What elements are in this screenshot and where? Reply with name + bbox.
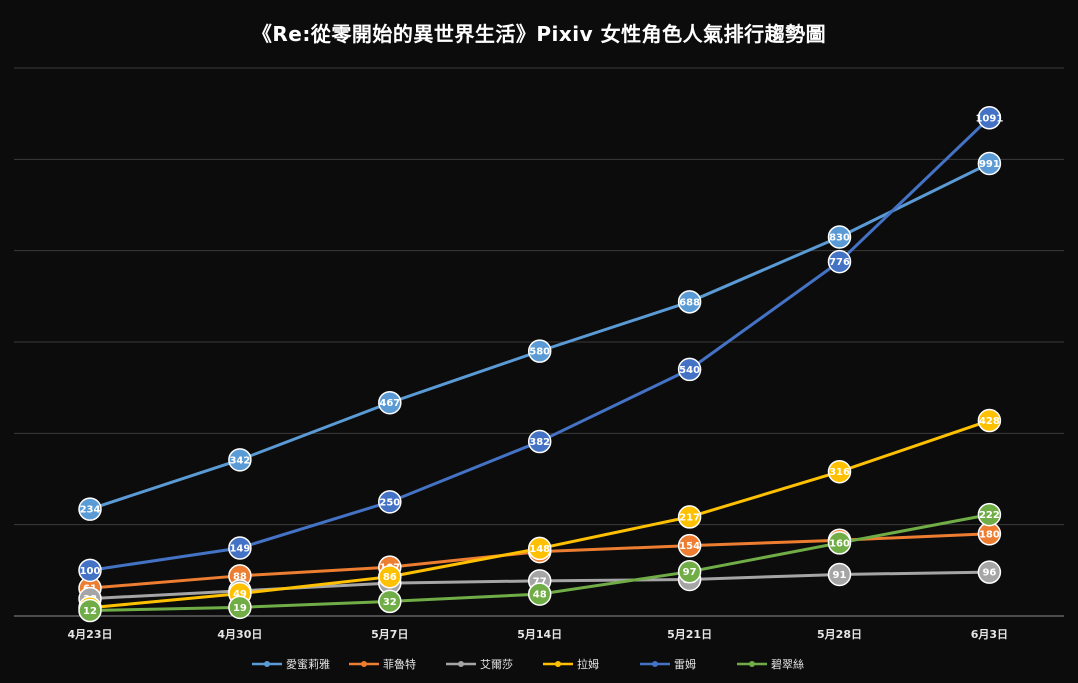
- data-point: [977, 560, 1002, 584]
- legend-label: 菲魯特: [383, 657, 416, 671]
- data-label: 830: [829, 232, 850, 243]
- data-label: 148: [529, 544, 550, 555]
- data-point: [78, 497, 102, 521]
- data-label: 316: [829, 467, 850, 478]
- data-point: [827, 459, 852, 484]
- x-tick-label: 6月3日: [971, 628, 1008, 641]
- chart-title: 《Re:從零開始的異世界生活》Pixiv 女性角色人氣排行趨勢圖: [251, 22, 827, 46]
- data-label: 32: [383, 597, 397, 608]
- data-point: [977, 106, 1002, 130]
- data-label: 180: [979, 529, 1000, 540]
- data-label: 19: [233, 603, 247, 614]
- data-label: 154: [679, 541, 700, 552]
- legend-marker: [749, 661, 755, 667]
- legend-item: 拉姆: [543, 657, 599, 671]
- data-label: 96: [982, 568, 996, 579]
- data-label: 428: [979, 416, 1000, 427]
- legend-marker: [458, 661, 464, 667]
- data-point: [677, 290, 702, 314]
- x-tick-label: 5月14日: [517, 628, 562, 641]
- data-label: 580: [529, 347, 550, 358]
- legend-label: 雷姆: [674, 657, 696, 671]
- legend-label: 艾爾莎: [480, 657, 513, 671]
- data-point: [378, 390, 402, 415]
- legend-marker: [361, 661, 367, 667]
- data-point: [228, 595, 252, 620]
- data-point: [527, 582, 552, 606]
- data-point: [78, 598, 102, 623]
- x-tick-label: 5月28日: [817, 628, 862, 641]
- data-label: 342: [229, 455, 250, 466]
- data-label: 688: [679, 297, 700, 308]
- data-point: [977, 408, 1002, 433]
- data-point: [977, 502, 1002, 527]
- data-point: [977, 151, 1002, 176]
- data-point: [378, 589, 402, 614]
- data-label: 1091: [975, 113, 1003, 124]
- data-label: 91: [833, 570, 847, 581]
- data-label: 991: [979, 159, 1000, 170]
- data-label: 382: [529, 437, 550, 448]
- data-label: 88: [233, 571, 247, 582]
- gridlines: [14, 67, 1064, 526]
- data-point: [827, 249, 852, 274]
- x-tick-label: 4月23日: [68, 628, 113, 641]
- series-0: 234 342 467 580 688 830 991: [78, 151, 1002, 521]
- legend-item: 雷姆: [640, 657, 696, 671]
- data-point: [378, 564, 402, 589]
- data-label: 77: [533, 576, 547, 587]
- legend-marker: [555, 661, 561, 667]
- series-lines: 2343424675806888309916188107141154166180…: [78, 106, 1003, 623]
- data-label: 222: [979, 510, 1000, 521]
- data-point: [78, 558, 102, 583]
- data-label: 160: [829, 538, 850, 549]
- data-label: 12: [83, 606, 97, 617]
- data-label: 86: [383, 572, 397, 583]
- series-4: 100 149 250 382 540 776 1091: [78, 106, 1003, 583]
- legend-label: 愛蜜莉雅: [286, 657, 330, 671]
- series-5: 12 19 32 48 97 160 222: [78, 502, 1002, 623]
- legend-label: 拉姆: [577, 657, 599, 671]
- data-label: 48: [533, 590, 547, 601]
- data-point: [527, 536, 552, 561]
- data-point: [378, 490, 402, 514]
- data-label: 97: [683, 567, 697, 578]
- legend-item: 菲魯特: [349, 657, 416, 671]
- legend-label: 碧翠絲: [771, 657, 804, 671]
- data-label: 234: [80, 505, 101, 516]
- data-label: 100: [80, 566, 101, 577]
- data-point: [527, 339, 552, 363]
- data-label: 49: [233, 589, 247, 600]
- data-point: [827, 531, 852, 555]
- x-tick-label: 4月30日: [217, 628, 262, 641]
- data-label: 776: [829, 257, 850, 268]
- data-label: 149: [229, 543, 250, 554]
- series-line: [89, 162, 991, 511]
- x-tick-label: 5月21日: [667, 628, 712, 641]
- data-point: [527, 429, 552, 454]
- data-label: 250: [379, 497, 400, 508]
- data-point: [228, 448, 252, 472]
- data-point: [677, 559, 702, 584]
- legend-marker: [264, 661, 270, 667]
- data-point: [228, 536, 252, 560]
- data-point: [827, 225, 852, 249]
- data-label: 217: [679, 512, 700, 523]
- x-axis: 4月23日 4月30日 5月7日 5月14日 5月21日 5月28日 6月3日: [14, 615, 1064, 641]
- legend: 愛蜜莉雅 菲魯特 艾爾莎 拉姆 雷姆 碧翠絲: [252, 657, 804, 671]
- legend-marker: [652, 661, 658, 667]
- data-point: [677, 505, 702, 529]
- data-point: [677, 533, 702, 558]
- legend-item: 艾爾莎: [446, 657, 513, 671]
- data-point: [827, 562, 852, 587]
- x-tick-label: 5月7日: [371, 628, 408, 641]
- legend-item: 碧翠絲: [737, 657, 804, 671]
- data-label: 540: [679, 365, 700, 376]
- data-label: 467: [379, 398, 400, 409]
- data-point: [677, 357, 702, 382]
- legend-item: 愛蜜莉雅: [252, 657, 330, 671]
